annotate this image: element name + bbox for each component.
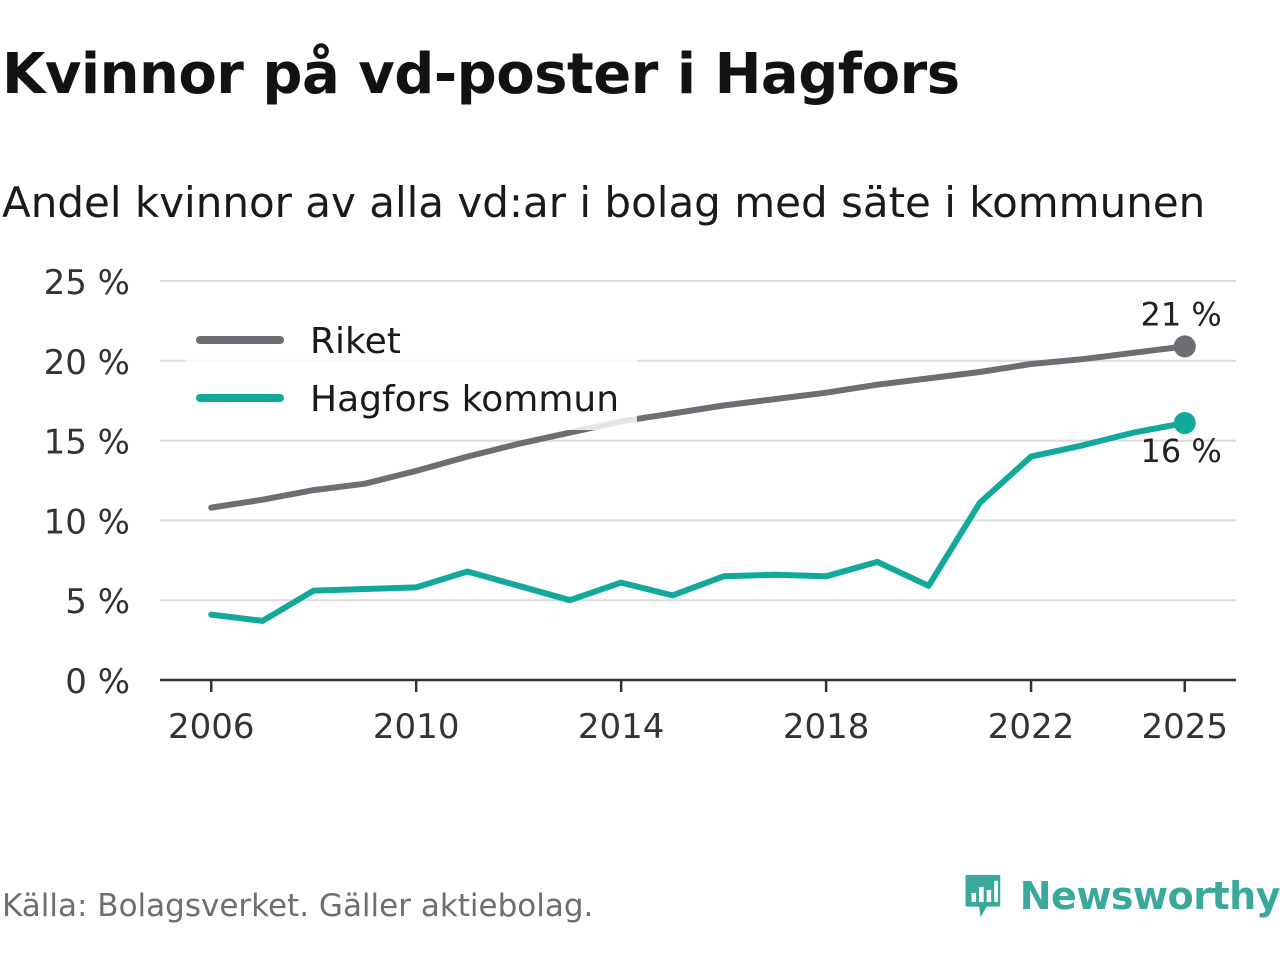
brand-logo: Newsworthy [964,864,1280,928]
axes: 0 % 5 % 10 % 15 % 20 % 25 % 2006 2010 2014 2018 20… [44,263,1236,747]
series-lines [208,335,1196,624]
y-tick-label: 20 % [44,343,130,383]
source-note: Källa: Bolagsverket. Gäller aktiebolag. [2,888,594,924]
legend-label-1: Hagfors kommun [310,379,619,420]
x-tick-label: 2025 [1141,707,1228,747]
x-tick-label: 2006 [168,707,255,747]
legend-label-0: Riket [310,321,401,362]
legend-background [185,310,637,430]
y-tick-label: 10 % [44,502,130,542]
end-label-hagfors: 16 % [1140,432,1221,470]
series-line-1 [208,420,1188,624]
newsworthy-logo-icon [965,874,1001,918]
x-tick-label: 2018 [783,707,870,747]
series-line-0 [208,343,1188,511]
series-end-marker-1 [1173,412,1196,435]
y-tick-label: 0 % [65,662,130,702]
y-tick-label: 25 % [44,263,130,303]
legend: Riket Hagfors kommun [196,321,619,420]
end-labels: 21 % 16 % [1140,295,1221,470]
series-end-marker-0 [1173,335,1196,358]
y-tick-label: 5 % [65,582,130,622]
end-label-riket: 21 % [1140,295,1221,333]
x-tick-label: 2010 [373,707,460,747]
y-tick-label: 15 % [44,423,130,463]
x-tick-label: 2022 [988,707,1075,747]
x-tick-label: 2014 [578,707,665,747]
brand-name: Newsworthy [1019,874,1280,918]
chart-title: Kvinnor på vd-poster i Hagfors [2,42,960,107]
chart-subtitle: Andel kvinnor av alla vd:ar i bolag med … [2,178,1206,227]
